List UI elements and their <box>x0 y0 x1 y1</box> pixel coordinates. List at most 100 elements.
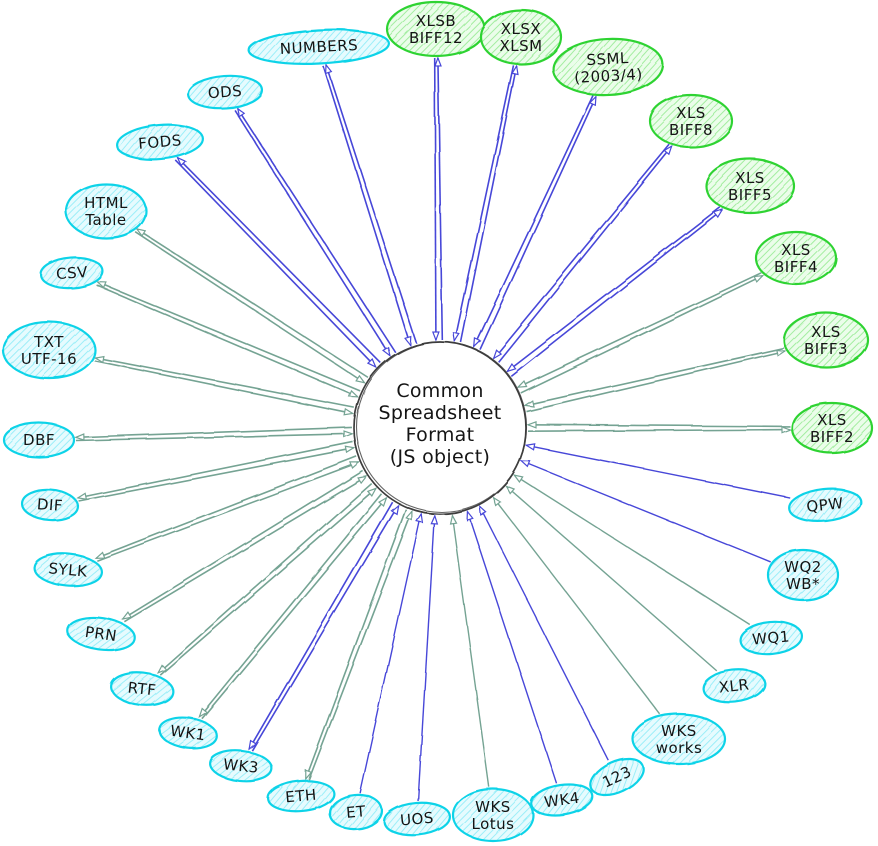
edge-line-read <box>506 206 721 373</box>
edge-rtf <box>156 482 378 676</box>
node-txt-utf-16 <box>1 320 97 380</box>
edge-n-123 <box>479 504 610 762</box>
node-label-wks-works: WKS works <box>656 722 703 757</box>
edge-line-read <box>466 509 558 784</box>
node-label-xlsb-biff12: XLSB BIFF12 <box>409 12 463 47</box>
edge-line-read <box>159 487 378 676</box>
node-label-xlsx-xlsm: XLSX XLSM <box>499 20 542 55</box>
node-label-qpw: QPW <box>806 494 845 516</box>
node-label-xls-biff8: XLS BIFF8 <box>669 104 713 139</box>
edge-fods <box>175 156 382 369</box>
node-xls-biff2 <box>790 401 874 455</box>
node-label-dbf: DBF <box>23 431 55 449</box>
node-label-wk3: WK3 <box>222 755 259 777</box>
edge-xls-biff3 <box>523 347 787 413</box>
edge-line-read <box>524 443 791 499</box>
edge-xlsx-xlsm <box>452 64 519 343</box>
edge-csv <box>96 281 361 398</box>
node-wq2-wb <box>766 548 840 602</box>
node-label-xls-biff3: XLS BIFF3 <box>804 323 848 358</box>
node-label-txt-utf-16: TXT UTF-16 <box>21 333 77 368</box>
edge-xls-biff2 <box>526 420 792 434</box>
edge-numbers <box>322 63 418 347</box>
node-xls-biff3 <box>782 311 870 369</box>
node-label-fods: FODS <box>138 131 183 153</box>
edge-xls-biff8 <box>492 144 674 363</box>
node-fods <box>116 123 204 161</box>
node-label-xlr: XLR <box>718 675 750 696</box>
edge-line-read <box>492 496 661 715</box>
edge-sylk <box>94 455 361 562</box>
edge-ods <box>233 106 396 358</box>
edge-wks-works <box>492 496 661 715</box>
node-label-sylk: SYLK <box>48 559 89 580</box>
edge-wk4 <box>466 509 558 784</box>
node-label-ssml-2003-4: SSML(2003/4) <box>573 48 643 87</box>
edge-line-read <box>308 509 413 781</box>
edge-line-write <box>176 156 382 364</box>
node-prn <box>66 616 136 652</box>
edge-line-write <box>76 441 354 500</box>
edge-line-write <box>527 425 792 434</box>
node-label-eth: ETH <box>285 786 318 807</box>
edge-xls-biff4 <box>516 272 765 394</box>
edge-line-read <box>78 446 356 502</box>
node-xls-biff8 <box>648 93 734 149</box>
node-eth <box>266 779 336 813</box>
edge-line-read <box>96 461 361 562</box>
node-uos <box>382 801 452 837</box>
edge-line-read <box>251 503 399 752</box>
edge-line-write <box>520 274 765 394</box>
edge-line-read <box>512 474 751 626</box>
edge-line-read <box>479 504 610 762</box>
edge-line-write <box>121 470 364 620</box>
edges-layer <box>74 56 792 802</box>
edge-line-read <box>523 347 785 408</box>
edge-line-read <box>322 66 412 347</box>
edge-line-write <box>236 106 396 353</box>
node-label-wq1: WQ1 <box>751 627 790 648</box>
node-xls-biff5 <box>704 157 796 215</box>
node-dbf <box>2 421 76 459</box>
node-label-et: ET <box>345 802 366 822</box>
node-label-xls-biff2: XLS BIFF2 <box>810 411 854 446</box>
edge-txt-utf-16 <box>93 355 355 416</box>
edge-line-write <box>434 56 444 340</box>
edge-line-write <box>93 355 355 409</box>
edge-line-write <box>325 63 418 344</box>
edge-ssml-2003-4 <box>473 95 597 350</box>
edge-line-read <box>492 144 671 360</box>
node-rtf <box>110 671 174 707</box>
node-csv <box>39 256 105 290</box>
node-label-uos: UOS <box>399 809 434 830</box>
edge-line-read <box>359 512 424 794</box>
edge-line-write <box>479 95 597 350</box>
hub-circle-overdraw <box>355 341 528 513</box>
edge-line-read <box>233 109 391 358</box>
edge-line-write <box>460 64 519 343</box>
edge-line-read <box>504 484 718 672</box>
node-wk1 <box>158 716 218 750</box>
edge-line-read <box>123 475 368 623</box>
node-label-rtf: RTF <box>127 679 157 700</box>
labels-layer: Common Spreadsheet Format (JS object) NUMBER… <box>21 12 854 833</box>
node-label-html-table: HTML Table <box>84 194 128 229</box>
node-wks-lotus <box>451 787 535 843</box>
edge-dif <box>76 441 356 502</box>
node-numbers <box>247 28 391 66</box>
edge-line-read <box>519 460 771 563</box>
edge-prn <box>121 470 368 623</box>
edge-line-write <box>135 228 369 379</box>
node-label-xls-biff5: XLS BIFF5 <box>728 169 772 204</box>
edge-dbf <box>74 426 354 442</box>
edge-line-write <box>305 508 407 781</box>
edge-line-read <box>516 272 762 388</box>
node-xlsx-xlsm <box>479 8 563 66</box>
node-label-ods: ODS <box>207 82 243 102</box>
edge-line-read <box>135 231 366 384</box>
node-xlr <box>702 668 766 704</box>
edge-line-read <box>75 430 354 442</box>
hub-label: Common Spreadsheet Format (JS object) <box>379 380 502 468</box>
